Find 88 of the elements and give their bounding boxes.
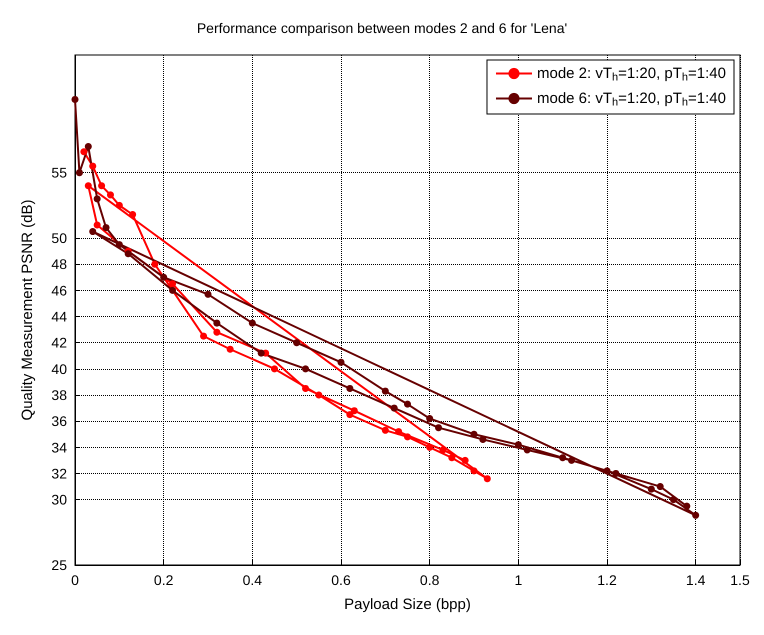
- y-tick-label: 30: [51, 492, 68, 508]
- point: [346, 411, 354, 418]
- point: [470, 430, 478, 438]
- point: [448, 454, 456, 462]
- point: [692, 512, 700, 519]
- x-tick-label: 0.6: [331, 572, 351, 588]
- point: [426, 444, 434, 451]
- point: [248, 320, 256, 327]
- point: [514, 441, 522, 448]
- point: [213, 320, 220, 327]
- point: [169, 286, 176, 294]
- point: [404, 433, 411, 440]
- point: [89, 228, 96, 236]
- point: [439, 446, 446, 454]
- point: [559, 454, 566, 462]
- y-tick-label: 34: [51, 439, 68, 456]
- y-tick-label: 48: [51, 256, 68, 272]
- y-tick-label: 38: [51, 387, 68, 403]
- point: [470, 467, 478, 474]
- point: [84, 182, 92, 190]
- point: [94, 195, 101, 202]
- point: [604, 467, 610, 474]
- y-tick-label: 40: [51, 360, 68, 377]
- point: [106, 191, 114, 198]
- y-tick-label: 44: [51, 308, 68, 325]
- point: [302, 384, 310, 392]
- point: [124, 250, 132, 258]
- point: [271, 365, 278, 372]
- x-tick-label: 0: [71, 572, 80, 588]
- point: [302, 365, 310, 372]
- point: [390, 404, 398, 412]
- point: [524, 446, 531, 454]
- point: [484, 475, 491, 482]
- point: [648, 486, 655, 493]
- point: [98, 182, 106, 190]
- x-tick-label: 0.8: [420, 572, 440, 588]
- point: [435, 424, 442, 432]
- point: [151, 260, 158, 268]
- point: [612, 470, 620, 477]
- y-tick-label: 42: [51, 334, 68, 351]
- point: [226, 346, 234, 353]
- point: [670, 496, 677, 504]
- y-tick-label: 55: [51, 164, 68, 181]
- point: [395, 428, 402, 436]
- point: [204, 290, 212, 298]
- chart-title: Performance comparison between modes 2 and 6 for 'Lena': [196, 20, 568, 36]
- x-axis-title: Payload Size (bpp): [344, 596, 471, 613]
- y-tick-label: 50: [51, 230, 68, 246]
- point: [568, 456, 576, 464]
- point: [116, 202, 123, 209]
- y-tick-label: 25: [51, 557, 68, 573]
- point: [213, 328, 220, 336]
- x-tick-label: 1: [514, 572, 522, 588]
- point: [116, 241, 123, 248]
- y-tick-label: 46: [51, 282, 68, 298]
- x-tick-label: 0.4: [242, 572, 262, 588]
- point: [160, 274, 168, 281]
- point: [102, 224, 110, 232]
- x-tick-label: 1.5: [730, 572, 750, 588]
- point: [382, 388, 389, 395]
- point: [94, 222, 101, 228]
- point: [382, 426, 389, 434]
- x-tick-label: 1.4: [686, 572, 706, 588]
- x-tick-label: 0.2: [154, 572, 174, 588]
- point: [426, 415, 434, 422]
- point: [683, 502, 690, 510]
- y-tick-label: 32: [51, 465, 68, 482]
- point: [479, 436, 486, 443]
- point: [293, 339, 300, 346]
- point: [656, 483, 664, 490]
- point: [346, 384, 354, 392]
- point: [76, 169, 83, 176]
- point: [80, 148, 88, 156]
- point: [72, 96, 78, 103]
- point: [200, 332, 208, 340]
- point: [404, 400, 411, 408]
- point: [169, 280, 176, 288]
- x-tick-label: 1.2: [597, 572, 617, 588]
- point: [338, 358, 344, 366]
- point: [462, 456, 469, 464]
- point: [84, 143, 92, 150]
- point: [258, 350, 265, 357]
- point: [350, 407, 358, 414]
- y-tick-label: 36: [51, 413, 68, 430]
- point: [129, 211, 136, 218]
- point: [315, 392, 322, 398]
- y-axis-title: Quality Measurement PSNR (dB): [19, 200, 36, 420]
- point: [89, 162, 96, 170]
